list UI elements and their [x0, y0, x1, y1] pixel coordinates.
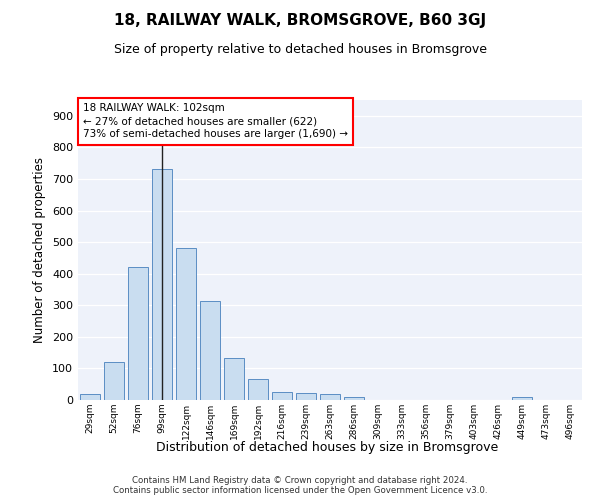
Bar — [224, 358, 244, 400]
Text: 18 RAILWAY WALK: 102sqm
← 27% of detached houses are smaller (622)
73% of semi-d: 18 RAILWAY WALK: 102sqm ← 27% of detache… — [83, 103, 348, 140]
Y-axis label: Number of detached properties: Number of detached properties — [34, 157, 46, 343]
Bar — [80, 394, 100, 400]
Bar — [104, 362, 124, 400]
Bar — [248, 379, 268, 400]
Text: Distribution of detached houses by size in Bromsgrove: Distribution of detached houses by size … — [156, 441, 498, 454]
Bar — [320, 394, 340, 400]
Text: Contains HM Land Registry data © Crown copyright and database right 2024.
Contai: Contains HM Land Registry data © Crown c… — [113, 476, 487, 495]
Bar — [296, 393, 316, 400]
Bar — [272, 392, 292, 400]
Text: 18, RAILWAY WALK, BROMSGROVE, B60 3GJ: 18, RAILWAY WALK, BROMSGROVE, B60 3GJ — [114, 12, 486, 28]
Bar — [512, 397, 532, 400]
Bar — [344, 397, 364, 400]
Text: Size of property relative to detached houses in Bromsgrove: Size of property relative to detached ho… — [113, 42, 487, 56]
Bar — [176, 248, 196, 400]
Bar — [200, 301, 220, 400]
Bar — [128, 268, 148, 400]
Bar — [152, 170, 172, 400]
